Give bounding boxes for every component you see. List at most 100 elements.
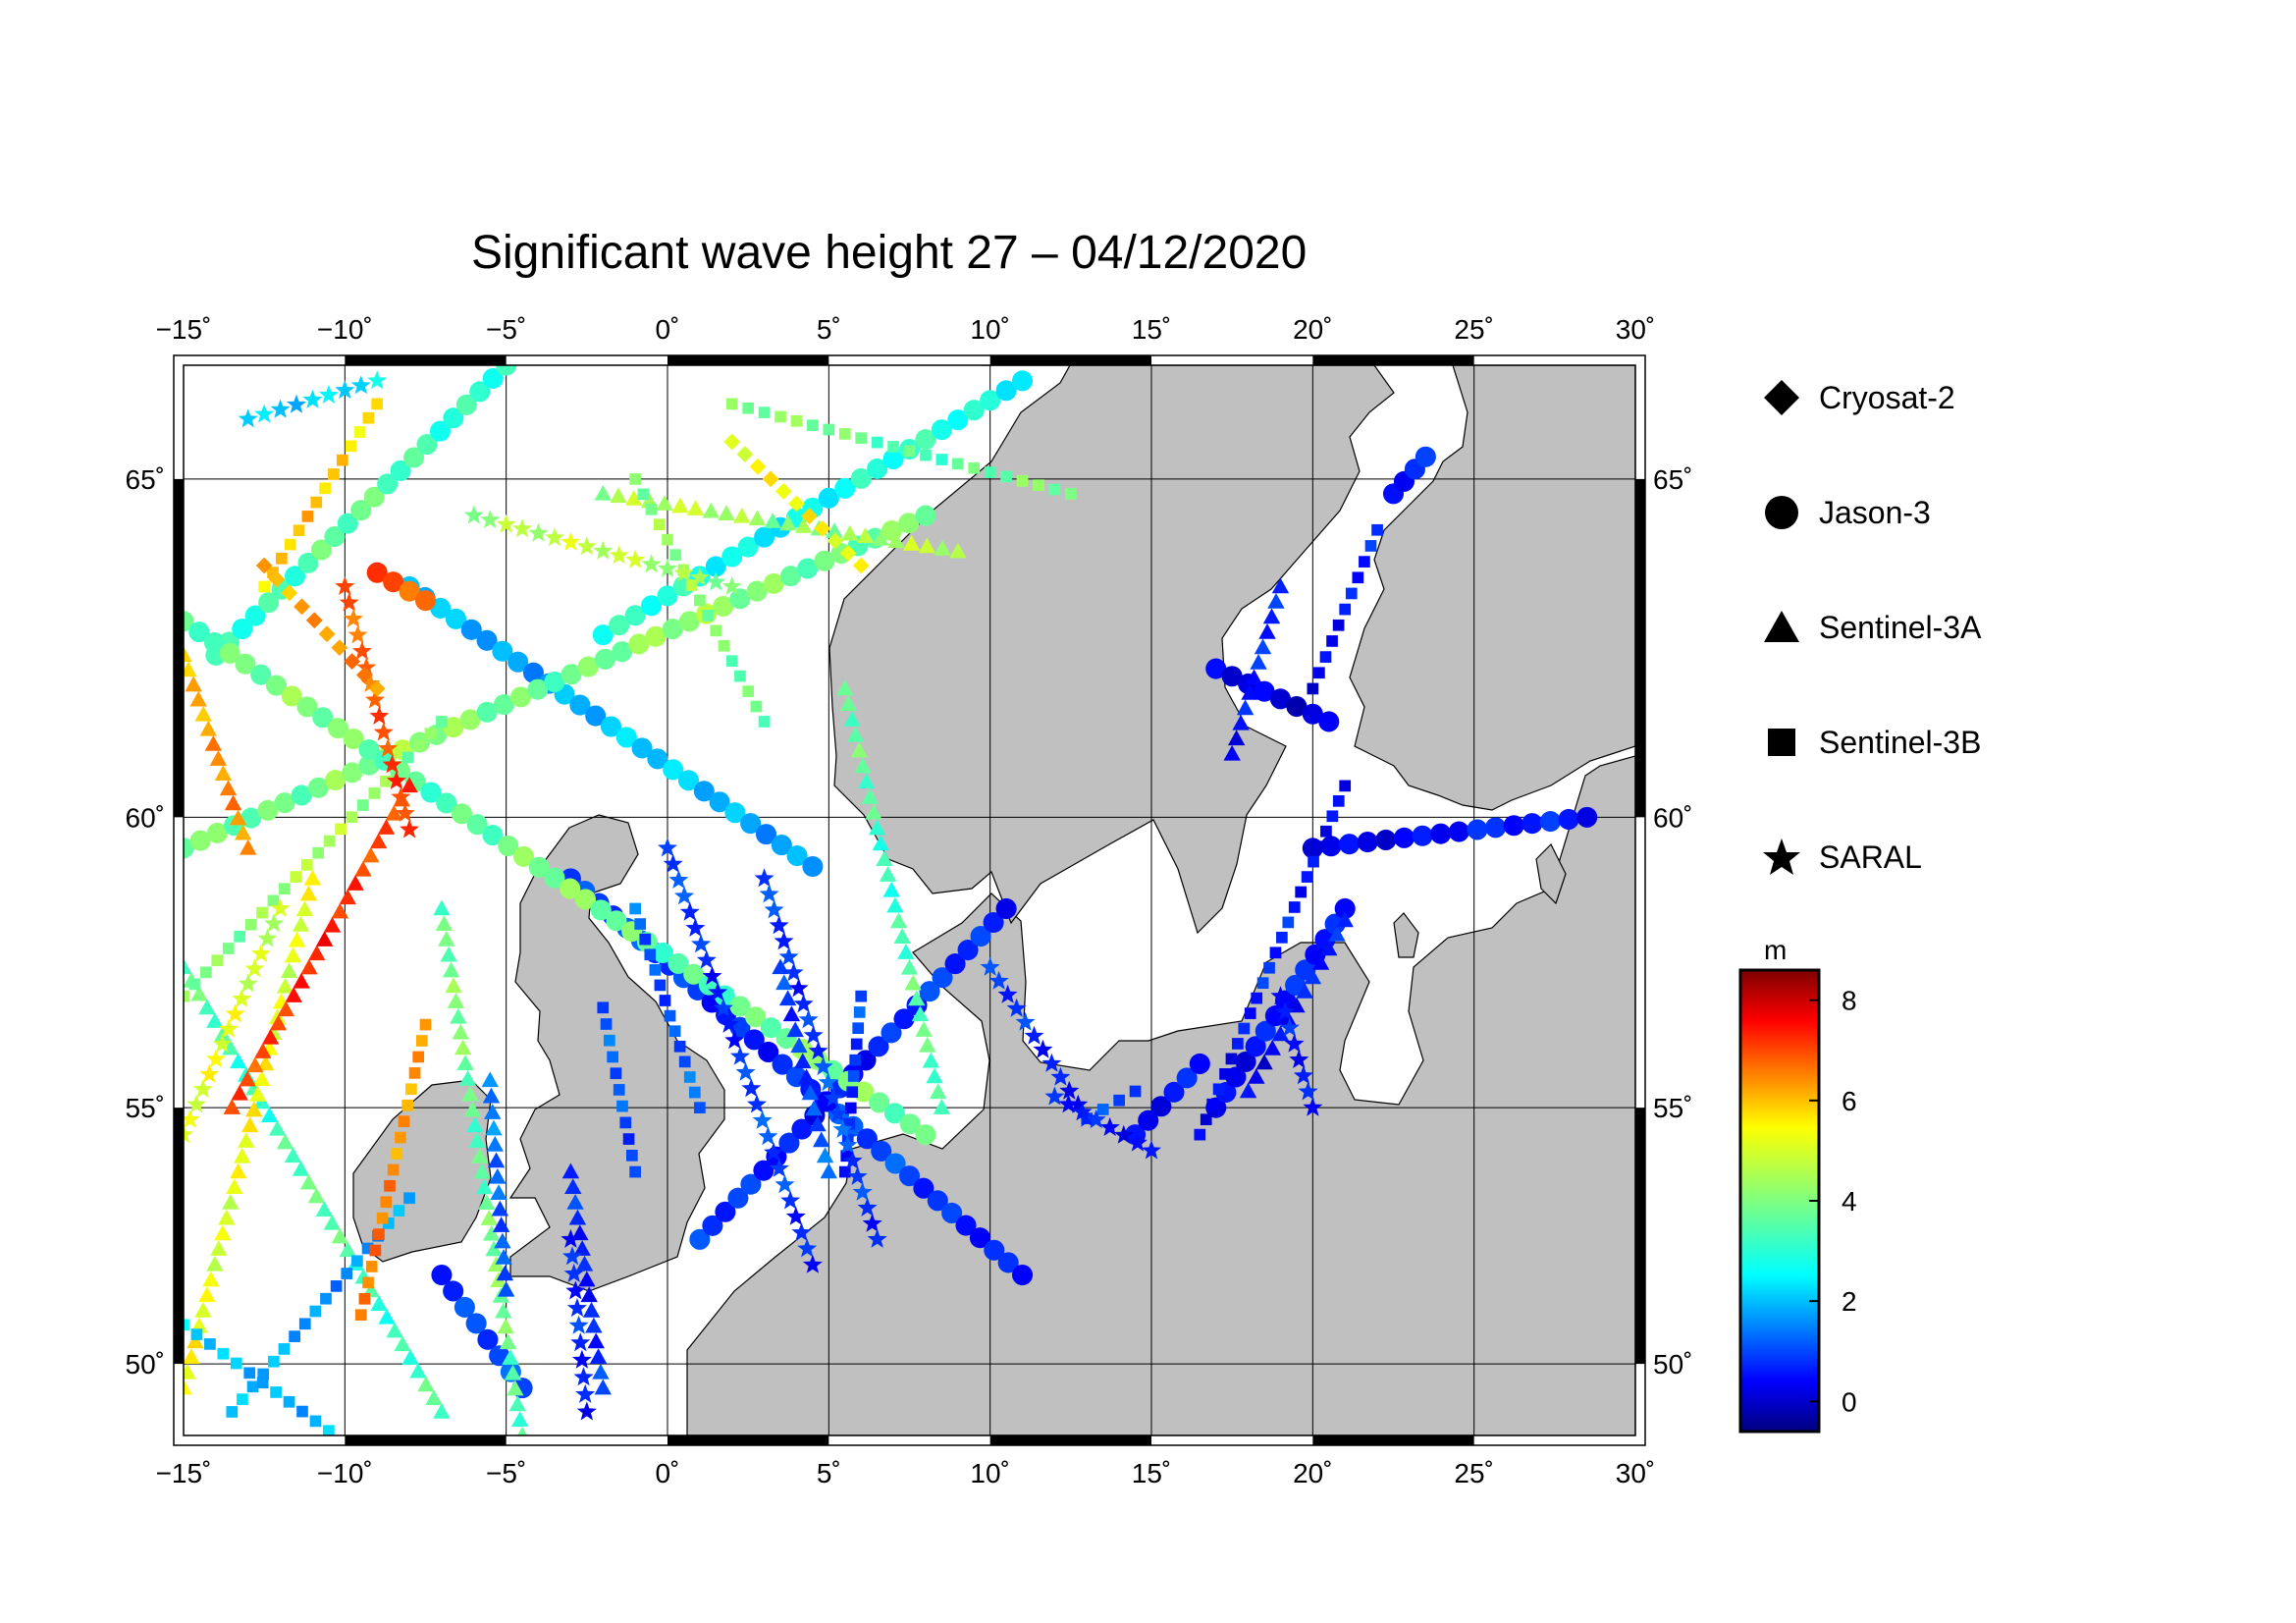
track-point-square — [1000, 470, 1012, 483]
land-gotland — [1393, 912, 1419, 958]
track-point-square — [673, 1040, 686, 1053]
track-point-square — [190, 1328, 203, 1340]
track-point-square — [393, 1205, 405, 1217]
track-point-circle — [443, 1280, 464, 1302]
track-point-star — [1113, 1124, 1134, 1144]
track-point-triangle — [485, 1119, 503, 1136]
track-point-square — [1371, 523, 1383, 536]
track-point-triangle — [214, 1224, 232, 1241]
track-point-triangle — [813, 1131, 830, 1148]
track-point-circle — [737, 536, 759, 558]
track-point-star — [780, 1190, 801, 1210]
track-point-circle — [569, 694, 591, 716]
track-point-circle — [469, 381, 491, 403]
track-point-square — [357, 799, 369, 811]
track-sentinel-3a — [481, 1071, 515, 1297]
track-point-triangle — [284, 947, 302, 963]
track-point-square — [341, 1268, 353, 1279]
track-point-star — [1298, 1081, 1318, 1101]
track-point-star — [752, 1109, 773, 1129]
diamond-icon — [1764, 380, 1799, 415]
track-point-diamond — [344, 653, 361, 670]
track-point-square — [283, 1395, 295, 1408]
frame-bar-right — [1635, 478, 1645, 818]
track-point-square — [852, 1022, 865, 1035]
track-point-triangle — [184, 1363, 196, 1380]
track-point-triangle — [248, 1085, 267, 1102]
track-point-star — [673, 563, 694, 582]
track-point-star — [625, 549, 646, 568]
track-point-triangle — [879, 866, 897, 882]
track-point-triangle — [566, 1193, 584, 1210]
track-point-triangle — [1223, 744, 1241, 761]
track-point-circle — [758, 1041, 779, 1063]
track-point-star — [365, 689, 385, 709]
track-point-circle — [1221, 666, 1243, 687]
track-point-circle — [454, 1296, 475, 1318]
track-point-square — [634, 918, 647, 930]
track-point-circle — [771, 835, 792, 856]
track-point-circle — [853, 1081, 875, 1103]
track-point-circle — [482, 825, 504, 846]
track-point-circle — [1318, 711, 1340, 732]
track-point-diamond — [814, 519, 831, 537]
track-point-triangle — [454, 1039, 472, 1055]
track-point-square — [351, 1255, 363, 1268]
track-point-triangle — [887, 532, 905, 549]
track-point-star — [769, 1158, 789, 1177]
track-point-square — [1048, 483, 1061, 496]
track-point-square — [935, 454, 948, 465]
track-point-square — [368, 787, 381, 799]
track-point-circle — [663, 759, 684, 781]
track-point-star — [774, 931, 794, 950]
track-sentinel-3b — [354, 1018, 432, 1322]
lon-tick-label-bottom: −15˚ — [156, 1458, 212, 1488]
track-point-circle — [980, 390, 1001, 411]
track-point-square — [244, 918, 257, 931]
track-point-circle — [1448, 821, 1469, 842]
lon-tick-label-top: −5˚ — [486, 314, 526, 345]
track-point-circle — [561, 664, 582, 685]
track-point-square — [405, 1083, 417, 1096]
frame-bar-top — [667, 355, 829, 365]
track-point-square — [613, 1084, 625, 1096]
track-point-square — [1206, 1098, 1219, 1110]
colorbar-tick-label: 6 — [1842, 1086, 1857, 1116]
track-point-circle — [753, 1160, 774, 1181]
track-point-square — [984, 466, 996, 478]
track-point-circle — [476, 701, 498, 723]
track-sentinel-3b — [1194, 780, 1352, 1141]
track-point-triangle — [293, 972, 310, 989]
track-point-circle — [1163, 1081, 1185, 1103]
track-point-circle — [507, 651, 529, 673]
track-point-triangle — [809, 1115, 827, 1132]
track-point-diamond — [736, 446, 754, 463]
track-point-triangle — [926, 1067, 943, 1084]
track-point-star — [778, 947, 799, 966]
track-point-circle — [451, 803, 473, 825]
colorbar-ticks: 0 2 4 6 8 — [1809, 986, 1857, 1417]
legend-label: Jason-3 — [1819, 494, 1931, 530]
track-point-star — [395, 803, 415, 822]
track-point-triangle — [1296, 983, 1313, 999]
track-point-triangle — [919, 1036, 936, 1053]
track-point-circle — [881, 1022, 902, 1044]
track-point-circle — [250, 664, 272, 685]
track-point-square — [968, 461, 981, 474]
track-point-star — [1284, 1033, 1305, 1053]
track-point-circle — [1334, 897, 1356, 919]
track-point-star — [219, 1018, 239, 1038]
track-saral — [658, 838, 823, 1273]
track-point-circle — [970, 925, 991, 947]
track-point-circle — [721, 546, 743, 568]
track-point-star — [758, 1126, 778, 1146]
track-point-square — [1282, 916, 1295, 929]
lon-tick-label-bottom: 10˚ — [970, 1458, 1009, 1488]
track-point-square — [1345, 587, 1358, 600]
track-point-triangle — [748, 510, 767, 526]
track-point-circle — [652, 942, 673, 963]
track-point-circle — [745, 1006, 767, 1028]
track-sentinel-3a — [184, 646, 257, 855]
track-point-star — [997, 984, 1018, 1003]
track-point-star — [184, 1109, 200, 1128]
